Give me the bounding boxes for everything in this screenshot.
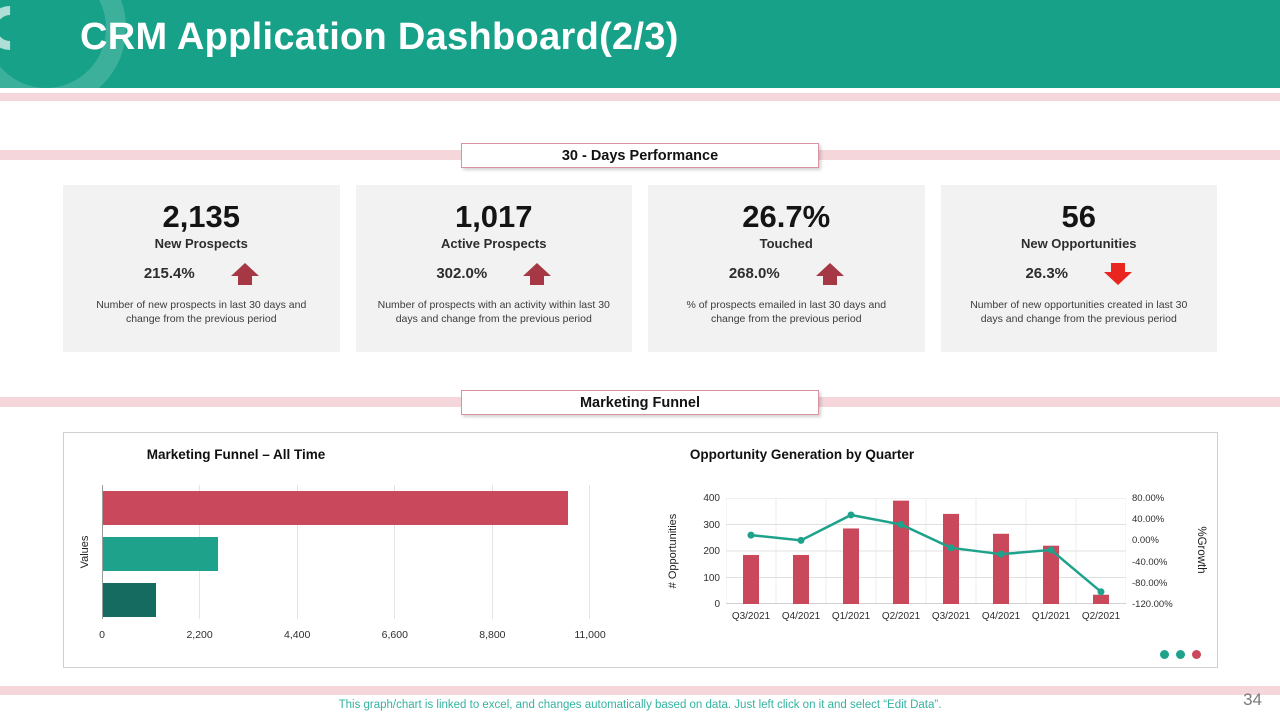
right-tick-label: -120.00% bbox=[1132, 599, 1173, 610]
gridline bbox=[296, 485, 298, 619]
kpi-change: 268.0% bbox=[728, 265, 780, 283]
dot-icon bbox=[1176, 650, 1185, 659]
gridline bbox=[491, 485, 493, 619]
charts-panel: Marketing Funnel – All Time Values 0 2,20… bbox=[63, 432, 1218, 668]
section-title-performance: 30 - Days Performance bbox=[461, 143, 819, 168]
divider-stripe-bottom bbox=[0, 686, 1280, 695]
kpi-value: 26.7% bbox=[742, 199, 831, 234]
kpi-card-touched: 26.7% Touched 268.0% % of prospects emai… bbox=[648, 185, 925, 352]
up-arrow-icon bbox=[523, 262, 552, 285]
x-tick-label: Q3/2021 bbox=[931, 611, 971, 622]
combo-xticks: Q3/2021 Q4/2021 Q1/2021 Q2/2021 Q3/2021 Q4/20… bbox=[726, 611, 1126, 625]
funnel-plot bbox=[102, 485, 590, 619]
funnel-xticks: 0 2,200 4,400 6,600 8,800 11,000 bbox=[99, 629, 606, 643]
header-banner: CRM Application Dashboard(2/3) bbox=[0, 0, 1280, 88]
right-tick-label: -80.00% bbox=[1132, 577, 1168, 589]
left-tick-label: 200 bbox=[703, 546, 720, 557]
kpi-value: 56 bbox=[1061, 199, 1096, 234]
left-tick-label: 300 bbox=[703, 519, 720, 531]
kpi-card-new-opportunities: 56 New Opportunities 26.3% Number of new… bbox=[940, 185, 1217, 352]
left-tick-label: 0 bbox=[714, 599, 720, 610]
combo-right-ticks: 80.00% 40.00% 0.00% -40.00% -80.00% -120.00% bbox=[1132, 493, 1190, 610]
section-title-funnel: Marketing Funnel bbox=[461, 390, 819, 415]
gridline bbox=[589, 485, 590, 619]
left-tick-label: 100 bbox=[703, 572, 720, 584]
right-tick-label: 40.00% bbox=[1132, 514, 1165, 526]
funnel-bar-0 bbox=[103, 491, 568, 525]
kpi-card-active-prospects: 1,017 Active Prospects 302.0% Number of … bbox=[355, 185, 632, 352]
right-tick-label: -40.00% bbox=[1132, 556, 1168, 568]
kpi-description: Number of new opportunities created in l… bbox=[970, 298, 1188, 325]
kpi-description: Number of prospects with an activity wit… bbox=[377, 298, 610, 325]
gridline bbox=[394, 485, 396, 619]
footer-note: This graph/chart is linked to excel, and… bbox=[338, 699, 942, 711]
page-number: 34 bbox=[1243, 690, 1262, 709]
kpi-change-row: 26.3% bbox=[951, 262, 1208, 286]
kpi-change-row: 302.0% bbox=[366, 262, 623, 286]
kpi-label: New Prospects bbox=[154, 235, 248, 251]
x-tick-label: Q3/2021 bbox=[731, 611, 771, 622]
kpi-change: 215.4% bbox=[143, 265, 195, 283]
kpi-label: Active Prospects bbox=[441, 235, 547, 251]
kpi-change: 26.3% bbox=[1025, 265, 1069, 283]
right-tick-label: 0.00% bbox=[1132, 535, 1159, 547]
kpi-label: New Opportunities bbox=[1020, 235, 1137, 251]
kpi-change: 302.0% bbox=[436, 265, 488, 283]
up-arrow-icon bbox=[815, 262, 844, 285]
combo-right-axis-label: %Growth bbox=[1195, 526, 1207, 574]
combo-chart-title: Opportunity Generation by Quarter bbox=[689, 447, 915, 462]
x-tick-label: 2,200 bbox=[186, 629, 213, 641]
combo-plot bbox=[725, 497, 1127, 605]
funnel-bar-2 bbox=[103, 583, 157, 617]
dot-icon bbox=[1160, 650, 1169, 659]
kpi-label: Touched bbox=[759, 235, 813, 251]
kpi-cards-row: 2,135 New Prospects 215.4% Number of new… bbox=[63, 185, 1217, 352]
funnel-chart-title: Marketing Funnel – All Time bbox=[146, 447, 326, 462]
kpi-change-row: 268.0% bbox=[658, 262, 915, 286]
divider-stripe-top bbox=[0, 93, 1280, 101]
kpi-value: 2,135 bbox=[162, 199, 241, 234]
combo-left-axis-label: # Opportunities bbox=[667, 513, 679, 589]
kpi-card-new-prospects: 2,135 New Prospects 215.4% Number of new… bbox=[63, 185, 340, 352]
page-title: CRM Application Dashboard(2/3) bbox=[80, 16, 679, 58]
x-tick-label: Q4/2021 bbox=[781, 611, 821, 622]
down-arrow-icon bbox=[1104, 262, 1133, 285]
dot-icon bbox=[1192, 650, 1201, 659]
funnel-bar-1 bbox=[103, 537, 219, 571]
left-tick-label: 400 bbox=[703, 493, 720, 504]
kpi-description: % of prospects emailed in last 30 days a… bbox=[686, 298, 887, 325]
right-tick-label: 80.00% bbox=[1132, 493, 1165, 504]
x-tick-label: 6,600 bbox=[381, 629, 408, 641]
x-tick-label: Q2/2021 bbox=[881, 611, 921, 622]
x-tick-label: 0 bbox=[99, 629, 105, 641]
x-tick-label: 11,000 bbox=[574, 629, 606, 641]
panel-dots bbox=[1160, 650, 1201, 659]
kpi-change-row: 215.4% bbox=[73, 262, 330, 286]
x-tick-label: Q1/2021 bbox=[831, 611, 871, 622]
x-tick-label: Q4/2021 bbox=[981, 611, 1021, 622]
kpi-value: 1,017 bbox=[454, 199, 533, 234]
x-tick-label: Q1/2021 bbox=[1031, 611, 1071, 622]
kpi-description: Number of new prospects in last 30 days … bbox=[96, 298, 307, 325]
x-tick-label: 4,400 bbox=[284, 629, 311, 641]
up-arrow-icon bbox=[230, 262, 259, 285]
x-tick-label: Q2/2021 bbox=[1081, 611, 1121, 622]
funnel-y-axis-label: Values bbox=[79, 535, 91, 569]
x-tick-label: 8,800 bbox=[479, 629, 506, 641]
combo-svg bbox=[725, 497, 1127, 605]
combo-left-ticks: 400 300 200 100 0 bbox=[682, 493, 720, 610]
